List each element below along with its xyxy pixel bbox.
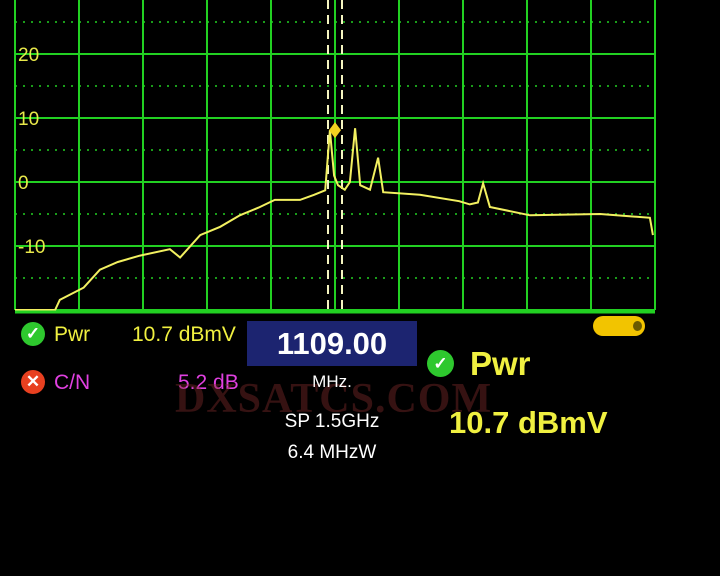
cn-value: 5.2 dB xyxy=(178,371,239,394)
y-tick-label: 30 xyxy=(18,0,39,2)
y-tick-label: -10 xyxy=(18,237,45,258)
check-circle-icon: ✓ xyxy=(21,322,45,346)
y-tick-label: 0 xyxy=(18,173,29,194)
check-circle-icon: ✓ xyxy=(427,350,454,377)
y-tick-label: 20 xyxy=(18,45,39,66)
span-value: SP 1.5GHz xyxy=(284,411,380,432)
watermark: DXSATCS.COM xyxy=(175,376,493,422)
pwr-label: Pwr xyxy=(54,323,91,346)
frequency-display[interactable]: 1109.00 xyxy=(247,321,417,366)
frequency-unit: MHz. xyxy=(312,372,352,391)
spectrum-trace xyxy=(15,128,654,311)
big-pwr-value: 10.7 dBmV xyxy=(449,405,608,440)
big-pwr-label: Pwr xyxy=(470,345,531,382)
spectrum-plot: 30 20 10 0 -10 xyxy=(14,0,656,314)
marker-diamond-icon xyxy=(329,122,341,139)
battery-icon xyxy=(593,316,645,336)
x-circle-icon: ✕ xyxy=(21,370,45,394)
pwr-value: 10.7 dBmV xyxy=(132,323,236,346)
cn-label: C/N xyxy=(54,371,91,394)
y-tick-label: 10 xyxy=(18,109,39,130)
bandwidth-value: 6.4 MHzW xyxy=(287,442,377,463)
